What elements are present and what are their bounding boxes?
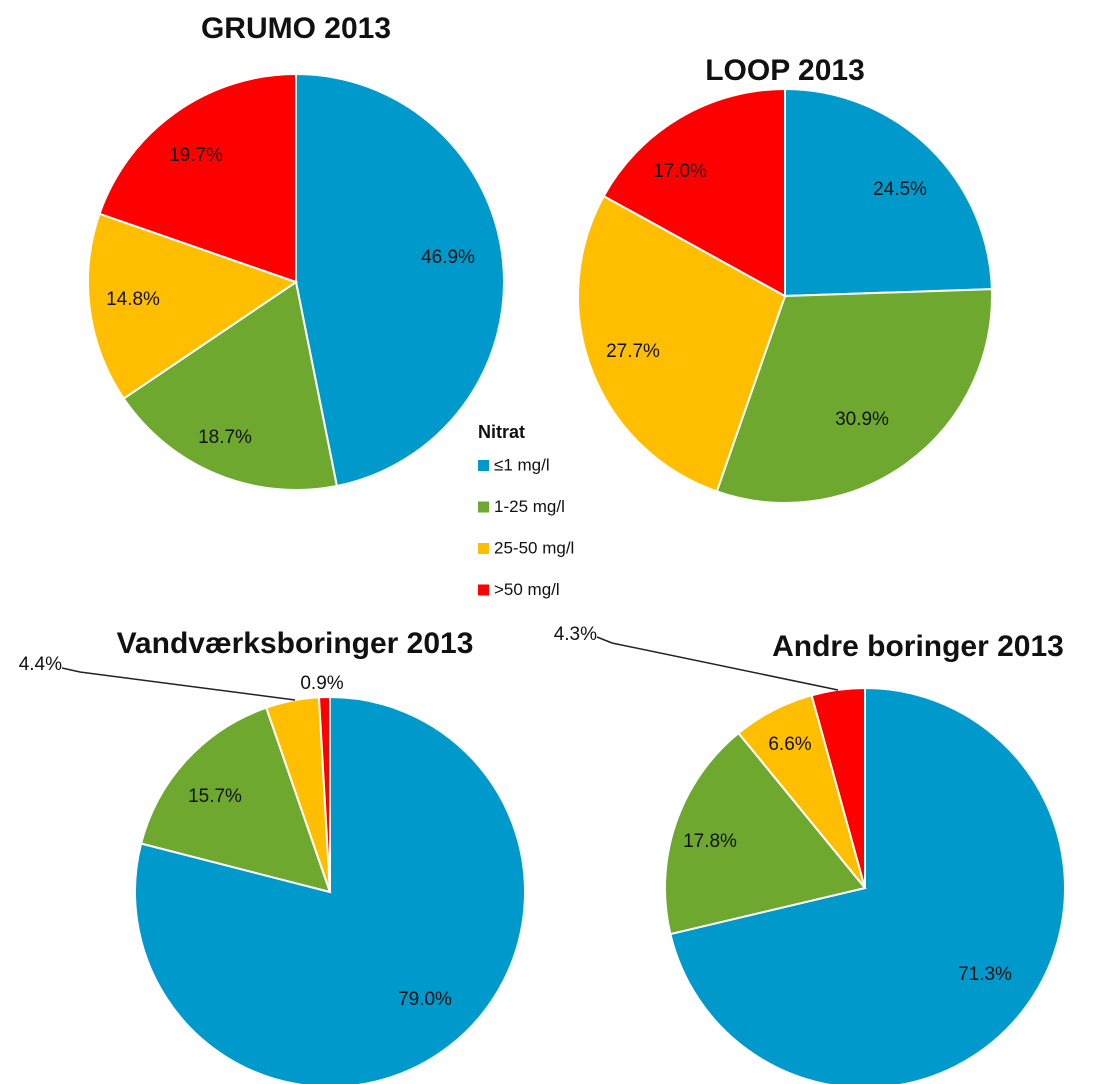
pie-slice [810, 686, 866, 889]
data-label: 17.0% [653, 161, 707, 182]
legend-swatch [478, 543, 489, 554]
pie-slice [139, 706, 332, 894]
legend-label: ≤1 mg/l [494, 455, 550, 474]
data-label: 27.7% [606, 341, 660, 362]
pie-slice [317, 695, 331, 893]
data-label: 19.7% [169, 145, 223, 166]
data-label: 17.8% [683, 831, 737, 852]
data-label: 4.4% [19, 654, 62, 675]
pie-slice [295, 72, 505, 488]
legend-label: >50 mg/l [494, 580, 560, 599]
data-label: 24.5% [873, 179, 927, 200]
pie-slice [122, 280, 339, 491]
legend-label: 1-25 mg/l [494, 497, 565, 516]
leader-line [61, 667, 296, 701]
pie-slice [98, 72, 297, 284]
pie-slice [664, 731, 867, 936]
chart-title: GRUMO 2013 [201, 12, 391, 45]
legend-title: Nitrat [478, 422, 525, 442]
data-label: 30.9% [835, 409, 889, 430]
legend-swatch [478, 501, 489, 513]
legend-swatch [478, 584, 489, 596]
data-label: 15.7% [188, 786, 242, 807]
pie-slice [134, 695, 526, 1084]
data-label: 79.0% [398, 989, 452, 1010]
pie-slice [87, 212, 299, 400]
chart-title: Vandværksboringer 2013 [117, 627, 474, 660]
data-label: 14.8% [106, 289, 160, 310]
data-label: 18.7% [198, 427, 252, 448]
data-label: 46.9% [421, 247, 475, 268]
pie-slice [784, 87, 993, 298]
data-label: 6.6% [768, 734, 811, 755]
pie-slice [715, 288, 993, 504]
chart-title: Andre boringer 2013 [772, 630, 1064, 663]
data-label: 4.3% [554, 624, 597, 645]
legend-label: 25-50 mg/l [494, 538, 574, 557]
leader-line [596, 636, 839, 691]
pie-slice [602, 87, 786, 298]
pie-slice [577, 194, 787, 493]
legend-swatch [478, 460, 489, 471]
pie-slice [669, 686, 1066, 1084]
data-label: 0.9% [300, 673, 343, 694]
data-label: 71.3% [958, 964, 1012, 985]
chart-title: LOOP 2013 [705, 54, 865, 87]
